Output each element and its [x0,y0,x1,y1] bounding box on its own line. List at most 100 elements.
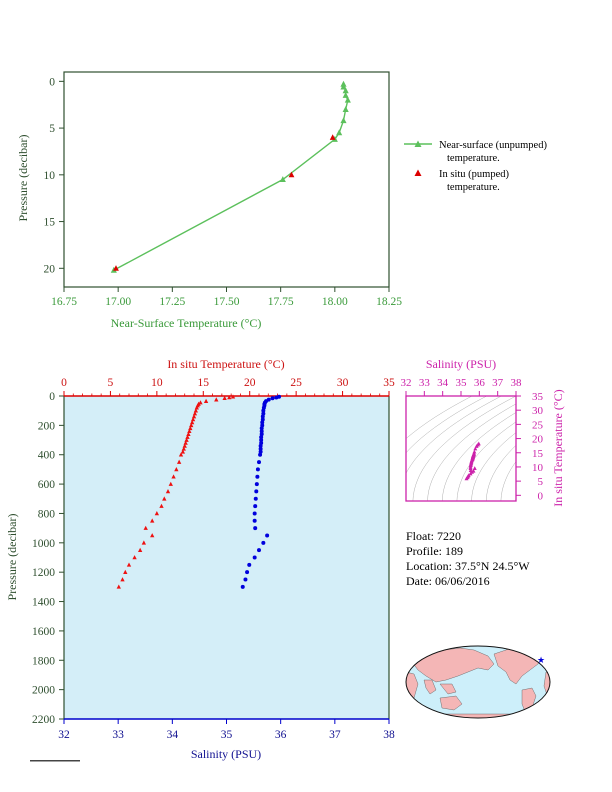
ts-temperature-tick-label: 5 [538,476,544,488]
temperature-point [189,420,195,425]
profile-temperature-axis-label: In situ Temperature (°C) [167,357,284,371]
ts-density-contour [560,396,612,501]
profile-salinity-axis-label: Salinity (PSU) [191,747,261,761]
salinity-point [259,426,264,431]
in-situ-point [329,134,336,140]
salinity-tick-label: 35 [221,729,233,741]
ts-salinity-tick-label: 35 [456,377,468,389]
temperature-point [150,533,155,538]
y-tick-label: 1800 [32,655,55,667]
temperature-point [132,555,137,560]
temperature-point [150,518,155,523]
salinity-point [240,584,245,589]
ts-density-contour [456,421,516,501]
temperature-point [186,431,191,436]
x-tick-label: 17.50 [214,296,240,308]
temperature-point [126,562,132,567]
ts-points [464,441,481,481]
profile-number: Profile: 189 [406,544,463,558]
salinity-point [257,548,261,553]
salinity-point [260,420,265,425]
legend-point-label-1: In situ (pumped) [439,169,509,180]
y-tick-label: 2000 [32,685,55,697]
y-tick-label: 15 [44,217,56,229]
temperature-point [171,474,176,479]
temperature-point [194,405,199,410]
temperature-tick-label: 15 [198,377,210,389]
x-tick-label: 18.25 [376,296,402,308]
near-surface-point [279,176,286,183]
salinity-point [259,438,264,443]
salinity-tick-label: 37 [329,729,341,741]
temperature-point [137,547,143,552]
float-id: Float: 7220 [406,529,461,543]
near-surface-point [340,117,347,124]
ts-density-contour [486,445,516,501]
temperature-point [180,449,186,454]
salinity-point [258,443,263,448]
y-tick-label: 800 [38,508,56,520]
star-icon: ★ [537,655,545,665]
ts-plot-background [406,396,516,501]
temperature-point [222,395,227,401]
ts-diagram: 32 33 34 35 36 37 38 0 5 10 15 20 25 30 35 Salinity (… [401,357,612,507]
temperature-tick-label: 5 [108,377,114,389]
ts-density-contour [406,396,473,439]
ts-point [464,476,469,481]
profile-plot-background [64,396,389,719]
temperature-point [120,577,125,582]
ts-density-contour [471,432,516,501]
salinity-point [261,408,266,413]
ts-temperature-axis-label: In situ Temperature (°C) [551,389,565,506]
salinity-tick-label: 38 [383,729,395,741]
in-situ-point [288,171,295,178]
salinity-point [245,570,250,575]
temperature-point [182,443,187,448]
ts-temperature-tick-label: 35 [532,391,544,403]
ts-density-contour [406,396,487,454]
temperature-point [203,398,209,403]
temperature-point [189,422,194,428]
salinity-point [252,511,257,516]
temperature-point [176,459,182,464]
temperature-point [123,569,128,574]
salinity-point [270,396,275,401]
near-surface-y-ticks: 0 5 10 15 20 [44,76,64,275]
legend-triangle-swatch-red [414,169,422,176]
legend-line-label-2: temperature. [447,153,500,164]
temperature-profile-series [116,394,236,589]
near-surface-x-ticks: 16.75 17.00 17.25 17.50 17.75 18.00 18.25 [51,287,402,308]
ts-salinity-tick-label: 33 [419,377,431,389]
temperature-point [214,397,219,402]
salinity-point [258,452,263,457]
ts-salinity-tick-label: 34 [437,377,449,389]
profile-chart: 0200400600800100012001400160018002000220… [5,357,395,761]
temperature-point [190,417,196,422]
near-surface-plot-frame [63,71,390,288]
profile-y-ticks: 0 200 400 600 800 1000 1200 1400 1600 1800 2000 220… [32,391,64,726]
footer-mark [30,760,80,762]
ts-point [472,449,477,454]
y-tick-label: 0 [49,391,55,403]
float-info: Float: 7220 Profile: 189 Location: 37.5°… [406,529,530,588]
ts-point [473,446,478,451]
temperature-tick-label: 30 [337,377,349,389]
map-land-africa-east [543,671,550,699]
y-tick-label: 1400 [32,597,55,609]
ts-salinity-ticks: 32 33 34 35 36 37 38 [401,377,522,396]
salinity-point [260,414,265,419]
salinity-point [254,482,259,487]
ts-density-contours [406,396,612,501]
salinity-point [257,460,261,465]
ts-density-contour [574,396,612,501]
temperature-tick-label: 25 [290,377,302,389]
temperature-tick-label: 35 [383,377,395,389]
temperature-tick-label: 10 [151,377,163,389]
temperature-point [165,489,171,494]
temperature-point [116,584,121,589]
ts-salinity-tick-label: 36 [474,377,486,389]
ts-point [468,466,473,471]
near-surface-point [336,129,343,136]
map-border [405,645,551,719]
profile-salinity-ticks: 32 33 34 35 36 37 38 [58,719,395,741]
